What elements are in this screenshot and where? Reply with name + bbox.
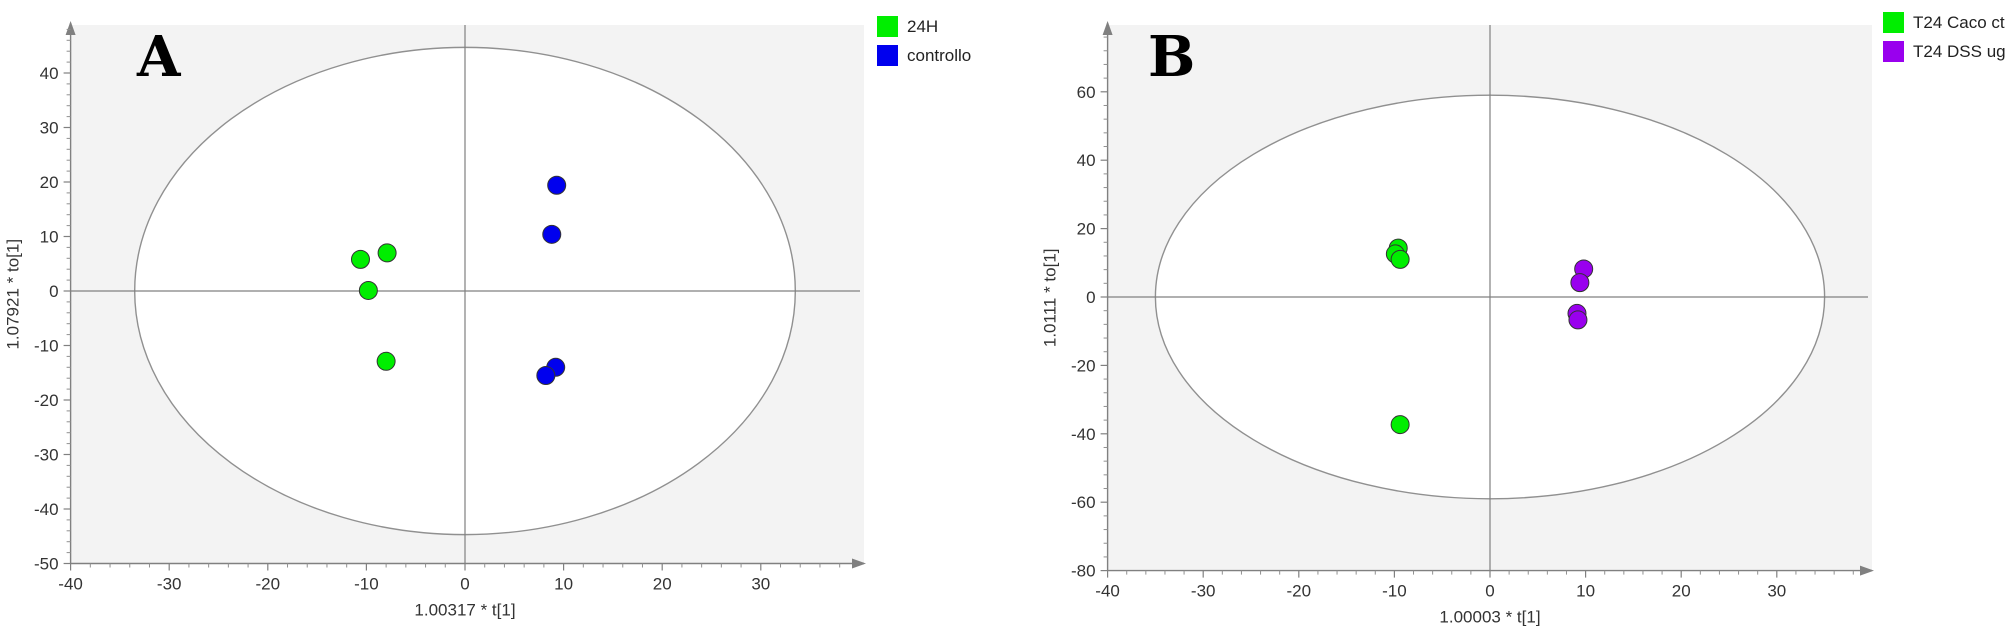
data-point bbox=[350, 249, 370, 269]
x-tick-label: 10 bbox=[554, 575, 573, 594]
y-axis-arrow bbox=[65, 21, 76, 35]
x-tick-label: 20 bbox=[653, 575, 672, 594]
y-tick-label: -20 bbox=[1071, 356, 1096, 375]
x-tick-label: -30 bbox=[157, 575, 182, 594]
data-point bbox=[1390, 249, 1410, 269]
y-tick-label: 20 bbox=[1077, 220, 1096, 239]
x-tick-label: 0 bbox=[460, 575, 469, 594]
x-tick-label: 10 bbox=[1576, 582, 1595, 601]
x-tick-label: 0 bbox=[1485, 582, 1494, 601]
y-axis-title: 1.0111 * to[1] bbox=[1041, 248, 1060, 347]
legend-label: 24H bbox=[907, 17, 938, 36]
x-axis-title: 1.00003 * t[1] bbox=[1439, 608, 1540, 627]
y-tick-label: 0 bbox=[1086, 288, 1095, 307]
data-point bbox=[1570, 273, 1590, 293]
y-tick-label: -40 bbox=[1071, 425, 1096, 444]
x-tick-label: 20 bbox=[1672, 582, 1691, 601]
y-tick-label: 40 bbox=[40, 64, 59, 83]
panel-letter: B bbox=[1148, 24, 1195, 90]
x-tick-label: -10 bbox=[1382, 582, 1407, 601]
x-tick-label: -10 bbox=[354, 575, 379, 594]
data-point bbox=[358, 280, 378, 300]
y-axis-arrow bbox=[1102, 21, 1113, 35]
y-tick-label: -30 bbox=[34, 446, 59, 465]
legend-swatch bbox=[1883, 12, 1904, 33]
y-tick-label: -50 bbox=[34, 555, 59, 574]
x-axis-arrow bbox=[852, 558, 866, 569]
y-tick-label: -40 bbox=[34, 500, 59, 519]
y-tick-label: -60 bbox=[1071, 493, 1096, 512]
x-tick-label: -40 bbox=[58, 575, 83, 594]
y-axis-title: 1.07921 * to[1] bbox=[4, 239, 23, 350]
panel-letter: A bbox=[136, 24, 182, 90]
y-tick-label: 20 bbox=[40, 173, 59, 192]
x-axis-title: 1.00317 * t[1] bbox=[414, 601, 515, 620]
y-tick-label: 60 bbox=[1077, 83, 1096, 102]
y-tick-label: 40 bbox=[1077, 151, 1096, 170]
legend-swatch bbox=[877, 45, 898, 66]
y-tick-label: -20 bbox=[34, 391, 59, 410]
data-point bbox=[1390, 415, 1410, 435]
x-tick-label: -20 bbox=[1287, 582, 1312, 601]
y-tick-label: 10 bbox=[40, 228, 59, 247]
y-tick-label: -10 bbox=[34, 337, 59, 356]
legend-swatch bbox=[877, 16, 898, 37]
x-tick-label: 30 bbox=[751, 575, 770, 594]
y-tick-label: 30 bbox=[40, 119, 59, 138]
data-point bbox=[542, 224, 562, 244]
data-point bbox=[376, 351, 396, 371]
y-tick-label: -80 bbox=[1071, 562, 1096, 581]
data-point bbox=[547, 175, 567, 195]
y-tick-label: 0 bbox=[49, 282, 58, 301]
x-tick-label: -20 bbox=[256, 575, 281, 594]
legend-swatch bbox=[1883, 41, 1904, 62]
data-point bbox=[536, 365, 556, 385]
legend-label: T24 Caco ct bbox=[1913, 13, 2005, 32]
x-tick-label: -30 bbox=[1191, 582, 1216, 601]
legend-label: controllo bbox=[907, 46, 971, 65]
panel-b: -80 -60 -40 -20 0 20 40 60 -40 -30 -20 -10 0 10 20 30 1.… bbox=[1041, 12, 2006, 627]
data-point bbox=[377, 243, 397, 263]
x-tick-label: 30 bbox=[1767, 582, 1786, 601]
legend-label: T24 DSS ug bbox=[1913, 42, 2006, 61]
x-axis-arrow bbox=[1860, 565, 1874, 576]
data-point bbox=[1568, 310, 1588, 330]
x-tick-label: -40 bbox=[1095, 582, 1120, 601]
